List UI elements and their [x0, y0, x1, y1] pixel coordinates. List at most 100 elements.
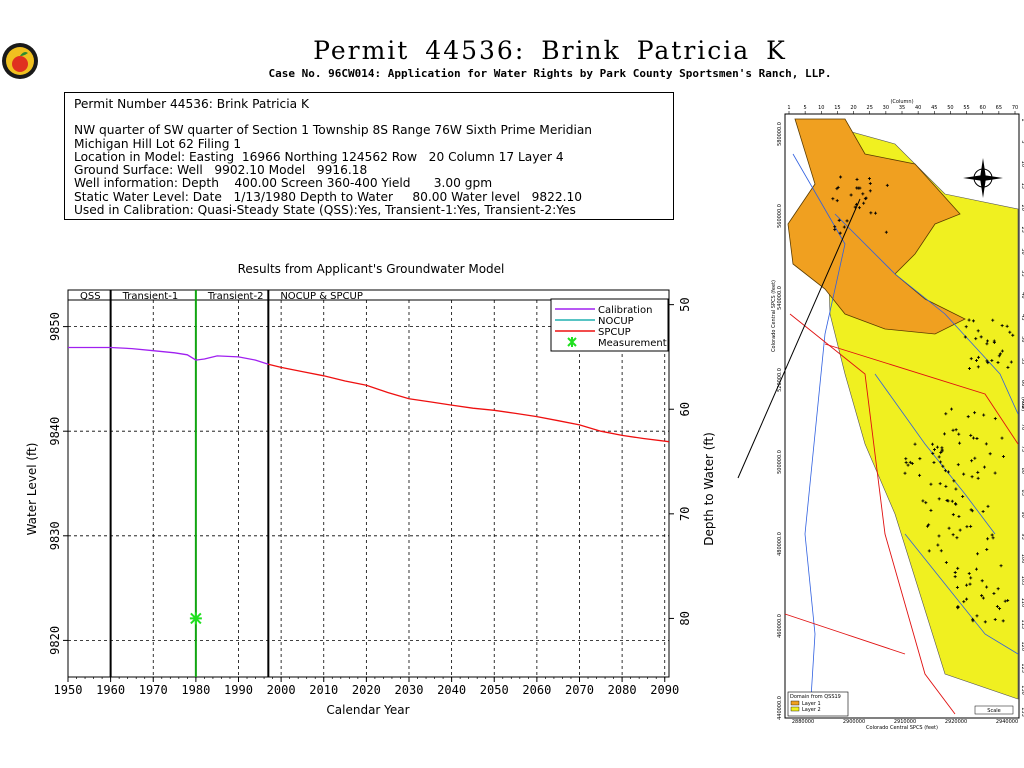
map-row-label: 25	[1020, 226, 1024, 232]
map-well-marker	[993, 617, 997, 621]
info-line: Well information: Depth 400.00 Screen 36…	[74, 176, 493, 191]
map-well-marker	[986, 504, 990, 508]
map-well-marker	[981, 596, 985, 600]
map-bottom-axis-label: Colorado Central SPCS (feet)	[866, 725, 938, 731]
x-tick-label: 1960	[96, 683, 125, 697]
map-well-marker	[1001, 454, 1005, 458]
map-well-marker	[999, 564, 1003, 568]
map-well-marker	[968, 582, 972, 586]
map-well-marker	[950, 499, 954, 503]
map-well-marker	[986, 339, 990, 343]
map-bottom-label: 2900000	[843, 719, 865, 725]
info-line: Static Water Level: Date 1/13/1980 Depth…	[74, 189, 583, 204]
map-well-marker	[943, 469, 947, 473]
map-well-marker	[969, 357, 973, 361]
map-well-marker	[965, 525, 969, 529]
map-well-marker	[947, 526, 951, 530]
x-tick-label: 2040	[437, 683, 466, 697]
map-col-label: 35	[899, 105, 905, 111]
map-well-marker	[956, 605, 960, 609]
page-subtitle: Case No. 96CW014: Application for Water …	[268, 67, 832, 80]
map-well-marker	[837, 218, 841, 222]
map-well-marker	[967, 318, 971, 322]
map-well-marker	[1000, 349, 1004, 353]
map-well-marker	[976, 476, 980, 480]
map-left-label: 500000.0	[777, 450, 783, 474]
map-well-marker	[953, 502, 957, 506]
map-legend-label: Layer 1	[802, 701, 821, 707]
map-well-marker	[970, 475, 974, 479]
map-well-marker	[946, 470, 950, 474]
map-well-marker	[903, 471, 907, 475]
map-well-marker	[1003, 599, 1007, 603]
map-well-marker	[965, 583, 969, 587]
map-well-marker	[941, 464, 945, 468]
series-line-spcup	[268, 363, 670, 443]
map-well-marker	[942, 432, 946, 436]
map-well-marker	[976, 552, 980, 556]
x-tick-label: 2060	[522, 683, 551, 697]
map-well-marker	[991, 536, 995, 540]
map-col-label: 20	[850, 105, 856, 111]
map-well-marker	[932, 448, 936, 452]
map-well-marker	[944, 412, 948, 416]
map-well-marker	[838, 231, 842, 235]
map-row-label: 95	[1020, 533, 1024, 539]
map-well-marker	[1005, 324, 1009, 328]
map-well-marker	[831, 197, 835, 201]
map-left-label: 440000.0	[777, 696, 783, 720]
y2-tick-label: 50	[678, 297, 692, 311]
map-well-marker	[855, 177, 859, 181]
map-river	[904, 533, 1019, 655]
y-tick-label: 9840	[48, 417, 62, 446]
map-row-label: 125	[1020, 663, 1024, 673]
info-line: Location in Model: Easting 16966 Northin…	[74, 149, 564, 164]
map-pointer-line	[737, 198, 861, 479]
map-well-marker	[918, 473, 922, 477]
map-well-marker	[939, 549, 943, 553]
map-well-marker	[962, 472, 966, 476]
map-well-marker	[885, 183, 889, 187]
map-well-marker	[970, 459, 974, 463]
map-well-marker	[842, 225, 846, 229]
map-well-marker	[867, 177, 871, 181]
y-tick-label: 9820	[48, 626, 62, 655]
map-well-marker	[975, 614, 979, 618]
map-row-label: 35	[1020, 270, 1024, 276]
map-well-marker	[970, 509, 974, 513]
series-line-calibration	[68, 346, 269, 365]
map-well-marker	[856, 186, 860, 190]
map-well-marker	[929, 508, 933, 512]
map-well-marker	[996, 360, 1000, 364]
map-legend-label: Layer 2	[802, 707, 821, 713]
y2-tick-label: 80	[678, 611, 692, 625]
measurement-marker	[189, 612, 202, 625]
map-left-label: 520000.0	[777, 368, 783, 392]
map-well-marker	[869, 211, 873, 215]
map-row-label: 130	[1020, 685, 1024, 695]
map-well-marker	[913, 442, 917, 446]
map-col-label: 30	[883, 105, 889, 111]
map-legend-title: Domain from QSS19	[790, 694, 841, 700]
map-row-label: 100	[1020, 554, 1024, 564]
map-well-marker	[992, 592, 996, 596]
map-col-label: 55	[963, 105, 969, 111]
map-well-marker	[979, 335, 983, 339]
legend-entry: Calibration	[598, 305, 652, 316]
map-well-marker	[938, 482, 942, 486]
map-left-label: 480000.0	[777, 532, 783, 556]
map-well-marker	[969, 576, 973, 580]
map-well-marker	[964, 325, 968, 329]
map-well-marker	[953, 575, 957, 579]
map-well-marker	[868, 181, 872, 185]
x-tick-label: 1980	[181, 683, 210, 697]
map-well-marker	[861, 192, 865, 196]
period-label: QSS	[80, 291, 101, 302]
map-well-marker	[976, 470, 980, 474]
map-well-marker	[954, 487, 958, 491]
map-scale-bar	[974, 705, 1014, 715]
plot-frame	[67, 289, 670, 678]
map-row-label: 105	[1020, 576, 1024, 586]
map-bottom-label: 2940000	[996, 719, 1018, 725]
x-tick-label: 2030	[395, 683, 424, 697]
